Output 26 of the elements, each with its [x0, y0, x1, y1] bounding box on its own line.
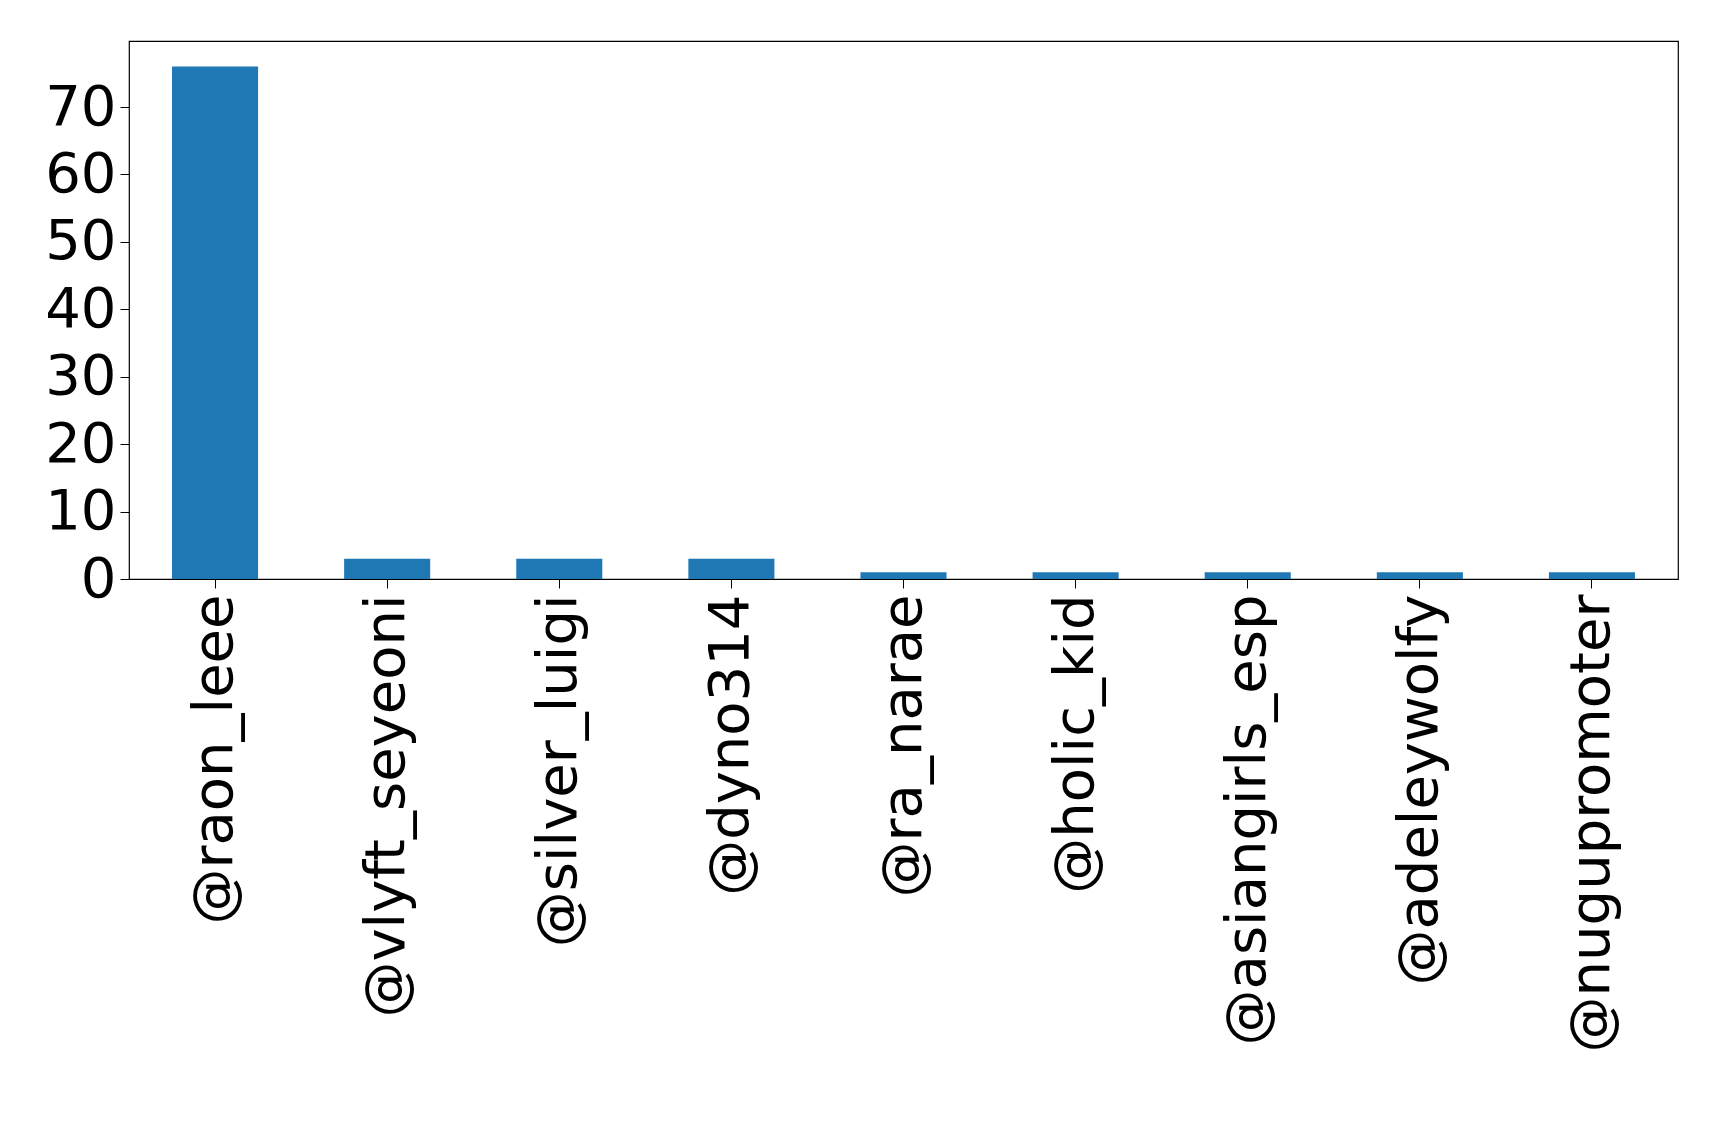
bar — [688, 558, 775, 579]
bar — [344, 558, 431, 579]
x-tick-label: @adeleywolfy — [1384, 594, 1450, 986]
x-tick-label: @asiangirls_esp — [1212, 594, 1278, 1046]
y-tick-label: 50 — [45, 207, 117, 273]
bar — [1376, 572, 1463, 579]
y-tick-label: 70 — [45, 72, 117, 138]
bar — [1204, 572, 1291, 579]
x-tick-label: @silver_luigi — [524, 594, 590, 948]
y-tick-label: 0 — [80, 544, 117, 610]
x-tick-label: @holic_kid — [1040, 594, 1106, 894]
bar — [1032, 572, 1119, 579]
y-tick-label: 20 — [45, 409, 117, 475]
bar — [1548, 572, 1635, 579]
y-tick-label: 40 — [45, 274, 117, 340]
x-tick-label: @dyno314 — [696, 594, 762, 896]
x-tick-label: @ra_narae — [868, 594, 934, 898]
x-tick-label: @raon_leee — [180, 594, 246, 925]
y-tick-label: 30 — [45, 342, 117, 408]
bar — [516, 558, 603, 579]
bar — [172, 66, 259, 579]
x-tick-label: @nugupromoter — [1556, 593, 1622, 1053]
y-tick-label: 10 — [45, 477, 117, 543]
x-tick-label: @vlyft_seyeoni — [352, 594, 418, 1018]
bar — [860, 572, 947, 579]
y-tick-label: 60 — [45, 139, 117, 205]
